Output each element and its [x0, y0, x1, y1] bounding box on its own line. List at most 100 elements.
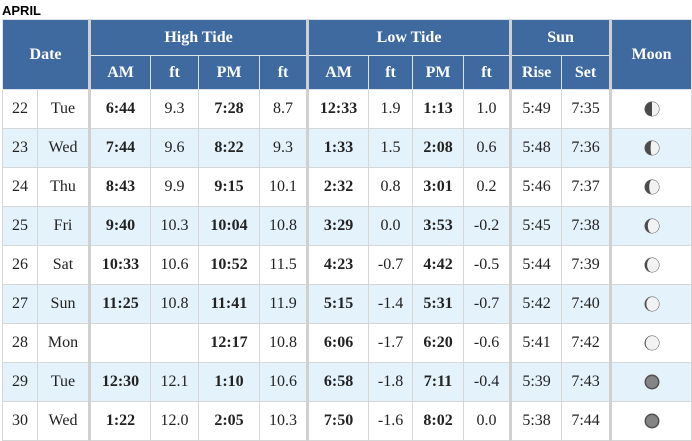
sunset-time: 7:38	[561, 206, 613, 246]
high-tide-pm-time: 9:15	[198, 167, 261, 207]
low-tide-pm-time: 5:31	[412, 284, 465, 324]
day-number: 29	[2, 362, 38, 402]
high-tide-am-time	[89, 323, 152, 363]
header-date: Date	[1, 19, 92, 90]
high-tide-am-time: 12:30	[89, 362, 152, 402]
table-row: 24 Thu 8:43 9.9 9:15 10.1 2:32 0.8 3:01 …	[2, 167, 692, 207]
waxing-gibbous-moon-icon	[644, 140, 660, 156]
low-tide-pm-time: 1:13	[412, 89, 465, 129]
high-tide-am-height: 9.9	[150, 167, 200, 207]
high-tide-pm-height: 10.8	[259, 323, 310, 363]
header-high-pm: PM	[198, 55, 261, 90]
low-tide-am-height: 0.0	[368, 206, 414, 246]
high-tide-pm-time: 1:10	[198, 362, 261, 402]
header-row-groups: Date High Tide Low Tide Sun Moon	[1, 19, 692, 90]
high-tide-pm-time: 2:05	[198, 401, 261, 441]
high-tide-am-time: 11:25	[89, 284, 152, 324]
first-quarter-moon-icon	[644, 101, 660, 117]
sunrise-time: 5:38	[510, 401, 563, 441]
high-tide-am-height: 10.6	[150, 245, 200, 285]
day-of-week: Mon	[36, 323, 92, 363]
day-number: 27	[2, 284, 38, 324]
table-row: 29 Tue 12:30 12.1 1:10 10.6 6:58 -1.8 7:…	[2, 362, 692, 402]
day-number: 26	[2, 245, 38, 285]
low-tide-pm-height: -0.2	[463, 206, 513, 246]
tide-table: Date High Tide Low Tide Sun Moon AM ft P…	[1, 19, 692, 441]
header-sun-set: Set	[561, 55, 613, 90]
low-tide-pm-height: 1.0	[463, 89, 513, 129]
sunset-time: 7:36	[561, 128, 613, 168]
low-tide-pm-height: -0.5	[463, 245, 513, 285]
sunrise-time: 5:49	[510, 89, 563, 129]
sunset-time: 7:42	[561, 323, 613, 363]
high-tide-pm-time: 8:22	[198, 128, 261, 168]
high-tide-pm-time: 10:52	[198, 245, 261, 285]
high-tide-pm-height: 10.6	[259, 362, 310, 402]
low-tide-am-time: 1:33	[307, 128, 370, 168]
high-tide-am-height: 10.8	[150, 284, 200, 324]
day-number: 30	[2, 401, 38, 441]
day-of-week: Tue	[36, 89, 92, 129]
high-tide-am-height	[150, 323, 200, 363]
low-tide-am-height: -1.6	[368, 401, 414, 441]
day-number: 28	[2, 323, 38, 363]
low-tide-pm-time: 7:11	[412, 362, 465, 402]
low-tide-am-height: -1.7	[368, 323, 414, 363]
table-row: 30 Wed 1:22 12.0 2:05 10.3 7:50 -1.6 8:0…	[2, 401, 692, 441]
high-tide-pm-time: 11:41	[198, 284, 261, 324]
high-tide-pm-height: 11.9	[259, 284, 310, 324]
day-number: 23	[2, 128, 38, 168]
low-tide-am-time: 4:23	[307, 245, 370, 285]
high-tide-am-time: 8:43	[89, 167, 152, 207]
header-low-tide: Low Tide	[307, 19, 513, 56]
sunset-time: 7:43	[561, 362, 613, 402]
moon-phase-cell	[610, 128, 692, 168]
high-tide-am-time: 7:44	[89, 128, 152, 168]
high-tide-am-height: 12.0	[150, 401, 200, 441]
low-tide-am-time: 6:58	[307, 362, 370, 402]
high-tide-am-height: 9.3	[150, 89, 200, 129]
high-tide-am-height: 9.6	[150, 128, 200, 168]
day-number: 25	[2, 206, 38, 246]
waxing-gibbous-moon-icon	[644, 296, 660, 312]
header-low-am: AM	[307, 55, 370, 90]
high-tide-am-time: 6:44	[89, 89, 152, 129]
high-tide-am-height: 10.3	[150, 206, 200, 246]
table-row: 23 Wed 7:44 9.6 8:22 9.3 1:33 1.5 2:08 0…	[2, 128, 692, 168]
day-number: 22	[2, 89, 38, 129]
day-number: 24	[2, 167, 38, 207]
high-tide-pm-height: 11.5	[259, 245, 310, 285]
moon-phase-cell	[610, 323, 692, 363]
moon-phase-cell	[610, 167, 692, 207]
header-moon: Moon	[610, 19, 692, 90]
table-row: 28 Mon 12:17 10.8 6:06 -1.7 6:20 -0.6 5:…	[2, 323, 692, 363]
full-moon-icon	[644, 413, 660, 429]
day-of-week: Thu	[36, 167, 92, 207]
waxing-gibbous-moon-icon	[644, 218, 660, 234]
day-of-week: Sat	[36, 245, 92, 285]
low-tide-am-time: 7:50	[307, 401, 370, 441]
sunrise-time: 5:42	[510, 284, 563, 324]
header-high-pm-ft: ft	[259, 55, 310, 90]
high-tide-pm-height: 9.3	[259, 128, 310, 168]
low-tide-pm-time: 6:20	[412, 323, 465, 363]
moon-phase-cell	[610, 245, 692, 285]
sunset-time: 7:40	[561, 284, 613, 324]
header-sun-rise: Rise	[510, 55, 563, 90]
high-tide-am-time: 1:22	[89, 401, 152, 441]
sunrise-time: 5:41	[510, 323, 563, 363]
low-tide-pm-time: 3:53	[412, 206, 465, 246]
waxing-gibbous-moon-icon	[644, 257, 660, 273]
low-tide-pm-time: 8:02	[412, 401, 465, 441]
moon-phase-cell	[610, 401, 692, 441]
header-low-pm: PM	[412, 55, 465, 90]
low-tide-am-height: 1.9	[368, 89, 414, 129]
high-tide-am-time: 9:40	[89, 206, 152, 246]
full-moon-icon	[644, 335, 660, 351]
high-tide-pm-height: 10.1	[259, 167, 310, 207]
low-tide-pm-height: 0.6	[463, 128, 513, 168]
table-row: 22 Tue 6:44 9.3 7:28 8.7 12:33 1.9 1:13 …	[2, 89, 692, 129]
moon-phase-cell	[610, 284, 692, 324]
low-tide-am-time: 6:06	[307, 323, 370, 363]
header-row-subcolumns: AM ft PM ft AM ft PM ft Rise Set	[3, 55, 692, 90]
